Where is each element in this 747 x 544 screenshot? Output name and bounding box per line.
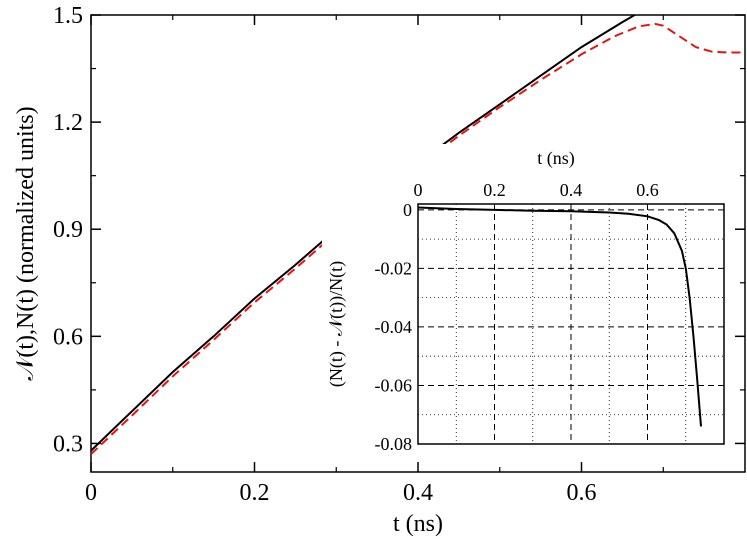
inset-y-axis-label: (N(t) - 𝒩(t))/N(t) [326, 261, 347, 387]
inset-grid [418, 204, 724, 444]
inset-y-tick-label: 0 [403, 200, 412, 220]
inset-y-tick-label: -0.04 [375, 317, 413, 337]
main-x-axis-label: t (ns) [393, 511, 443, 537]
inset-chart: 0 0.2 0.4 0.6 0 -0.02 -0.04 -0.06 -0.08 t (ns) (… [322, 144, 726, 454]
main-series-dashed-line [91, 22, 745, 455]
main-y-tick-label: 0.6 [53, 324, 83, 350]
main-y-axis-label: 𝒩(t),N(t) (normalized units) [13, 106, 39, 380]
inset-x-axis-label: t (ns) [537, 148, 575, 169]
inset-x-tick-label: 0.2 [483, 180, 506, 200]
main-x-tick-label: 0.6 [567, 480, 597, 506]
inset-x-tick-label: 0 [414, 180, 423, 200]
inset-series-line [417, 206, 702, 427]
inset-series [417, 206, 702, 427]
inset-y-tick-label: -0.02 [375, 258, 413, 278]
inset-y-tick-label: -0.08 [375, 434, 413, 454]
inset-ticks: 0 0.2 0.4 0.6 0 -0.02 -0.04 -0.06 -0.08 [375, 180, 659, 454]
inset-background [322, 144, 726, 446]
main-y-tick-label: 1.5 [53, 3, 83, 29]
inset-y-tick-label: -0.06 [375, 375, 413, 395]
main-ticks: 0 0.2 0.4 0.6 0.3 0.6 0.9 1.2 1.5 [53, 3, 745, 506]
main-y-tick-label: 0.9 [53, 217, 83, 243]
main-chart: 0 0.2 0.4 0.6 0.3 0.6 0.9 1.2 1.5 t (ns) 𝒩(t),N(… [13, 3, 746, 537]
main-y-tick-label: 1.2 [53, 110, 83, 136]
main-x-tick-label: 0.4 [403, 480, 433, 506]
inset-plot-frame [417, 203, 725, 445]
main-x-tick-label: 0 [85, 480, 97, 506]
inset-x-tick-label: 0.6 [636, 180, 659, 200]
main-x-tick-label: 0.2 [240, 480, 270, 506]
inset-x-tick-label: 0.4 [560, 180, 583, 200]
main-y-tick-label: 0.3 [53, 431, 83, 457]
